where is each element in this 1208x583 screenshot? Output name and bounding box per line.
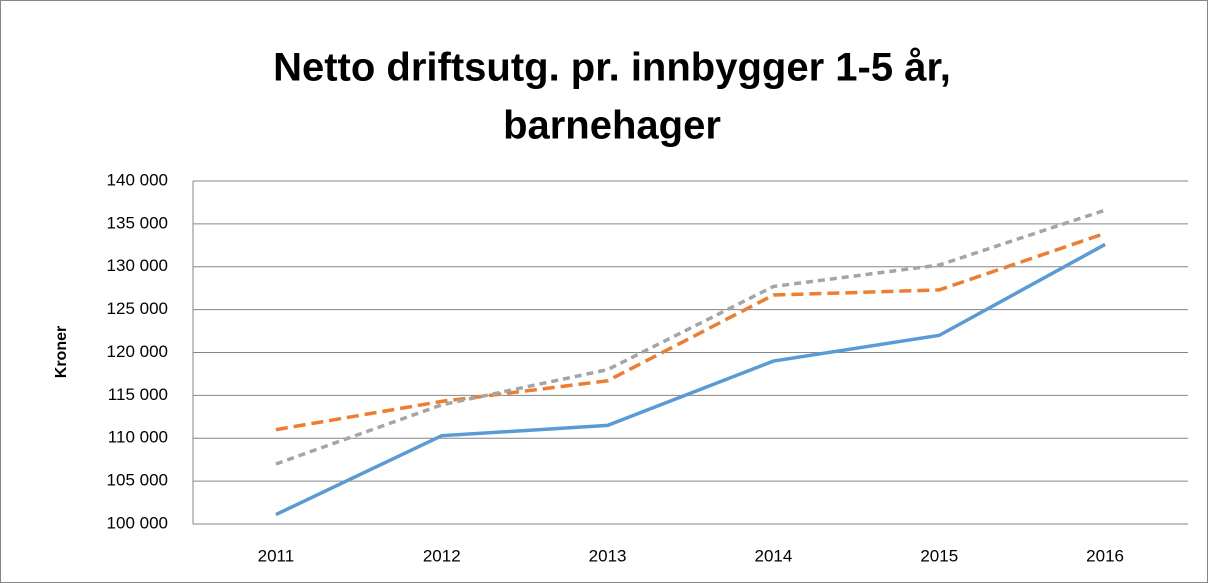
- x-tick-label: 2011: [258, 546, 295, 565]
- series-line: [275, 242, 1106, 517]
- y-tick-label: 135 000: [107, 213, 168, 232]
- y-axis-label: Kroner: [53, 326, 70, 378]
- y-tick-label: 120 000: [107, 342, 168, 361]
- chart-title: barnehager: [503, 104, 721, 148]
- x-tick-label: 2012: [423, 546, 461, 565]
- y-tick-label: 125 000: [107, 299, 168, 318]
- x-tick-label: 2015: [920, 546, 958, 565]
- y-tick-label: 110 000: [108, 428, 168, 447]
- x-tick-label: 2013: [589, 546, 627, 565]
- x-tick-label: 2014: [755, 546, 793, 565]
- y-tick-label: 105 000: [107, 471, 168, 490]
- chart-title: Netto driftsutg. pr. innbygger 1-5 år,: [273, 46, 951, 90]
- y-tick-label: 140 000: [107, 170, 168, 189]
- y-tick-label: 115 000: [108, 385, 168, 404]
- x-tick-label: 2016: [1086, 546, 1124, 565]
- series-line: [275, 208, 1106, 466]
- y-tick-label: 100 000: [107, 513, 168, 532]
- y-tick-label: 130 000: [107, 256, 168, 275]
